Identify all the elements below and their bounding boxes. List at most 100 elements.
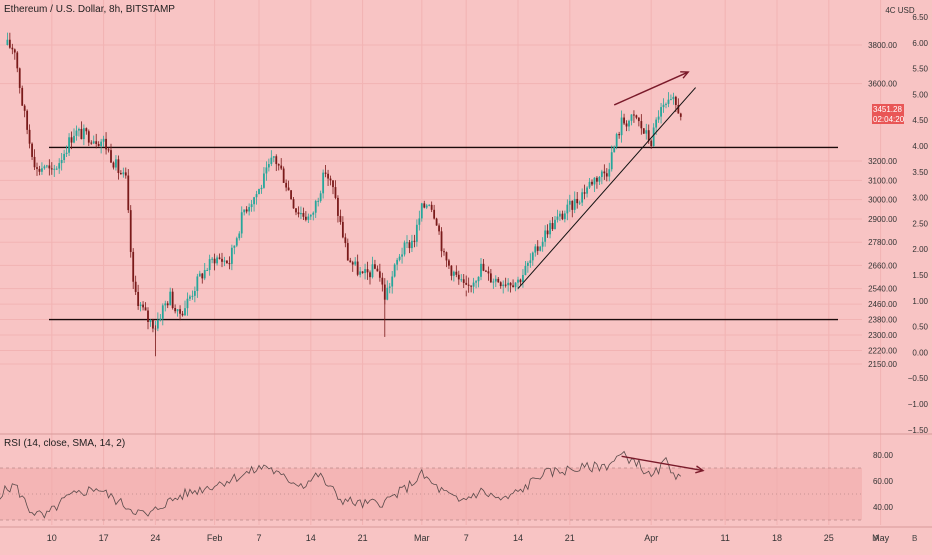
candle-body (475, 281, 477, 283)
candle-body (213, 258, 216, 264)
candle-body (610, 152, 613, 170)
candle-body (670, 99, 672, 101)
candle-body (191, 295, 194, 297)
candle-body (657, 116, 660, 120)
secondary-tick-label: 3.00 (912, 194, 928, 203)
candle-body (571, 200, 574, 210)
bar-countdown: 02:04:20 (873, 115, 905, 124)
candle-body (327, 173, 329, 179)
candle-body (492, 281, 495, 283)
candle-body (561, 213, 564, 220)
secondary-tick-label: 3.50 (912, 168, 928, 177)
candle-body (408, 242, 411, 249)
x-tick-label: Feb (207, 533, 223, 543)
candle-body (107, 149, 110, 151)
candle-body (615, 134, 618, 147)
candle-body (159, 318, 162, 321)
secondary-tick-label: −1.00 (908, 400, 929, 409)
candle-body (33, 156, 36, 168)
candle-body (428, 204, 431, 206)
candle-body (339, 215, 342, 222)
x-tick-label: 14 (306, 533, 316, 543)
x-tick-label: 18 (772, 533, 782, 543)
candle-body (18, 68, 21, 88)
candle-body (433, 209, 436, 219)
secondary-tick-label: 1.00 (912, 297, 928, 306)
candle-body (233, 245, 236, 248)
candle-body (176, 309, 179, 312)
candle-body (598, 176, 601, 182)
candle-body (267, 164, 270, 168)
candle-body (70, 137, 73, 143)
candle-body (102, 138, 105, 142)
candle-body (223, 260, 226, 262)
candle-body (482, 263, 485, 271)
candle-body (472, 282, 475, 287)
candle-body (645, 130, 648, 134)
auto-scale-button[interactable]: A (874, 534, 880, 543)
y-tick-label: 3100.00 (868, 176, 897, 185)
candle-body (166, 303, 169, 306)
candle-body (285, 182, 288, 188)
candle-body (68, 137, 70, 153)
candle-body (82, 128, 85, 140)
candle-body (179, 309, 181, 314)
candle-body (462, 279, 465, 283)
candle-body (332, 180, 334, 188)
candle-body (556, 216, 559, 220)
candle-body (413, 240, 416, 242)
candle-body (635, 115, 638, 118)
candle-body (378, 271, 381, 278)
candle-body (292, 199, 295, 209)
candle-body (514, 282, 517, 288)
candle-body (287, 187, 290, 191)
candle-body (591, 181, 593, 185)
candle-body (218, 257, 221, 259)
candle-body (8, 39, 11, 48)
candle-body (443, 251, 445, 253)
candle-body (122, 172, 125, 175)
candle-body (221, 258, 223, 262)
candle-body (487, 271, 490, 274)
x-tick-label: 17 (99, 533, 109, 543)
candle-body (87, 131, 90, 143)
candle-body (85, 128, 88, 132)
candle-body (391, 276, 394, 287)
rsi-tick-label: 80.00 (873, 451, 894, 460)
rsi-tick-label: 40.00 (873, 503, 894, 512)
candle-body (440, 231, 443, 252)
candle-body (470, 285, 473, 287)
candle-body (573, 198, 576, 210)
candle-body (147, 310, 149, 322)
candle-body (667, 99, 670, 104)
secondary-axis-title: 4C USD (885, 6, 915, 15)
secondary-tick-label: 4.00 (912, 142, 928, 151)
candle-body (38, 168, 41, 172)
candle-body (401, 254, 403, 257)
candle-body (517, 279, 519, 283)
candle-body (248, 207, 251, 212)
candle-body (625, 123, 628, 127)
candle-body (97, 143, 100, 147)
candle-body (507, 282, 510, 286)
candle-body (31, 143, 33, 157)
candle-body (243, 209, 246, 213)
candle-body (302, 213, 305, 217)
candle-body (445, 252, 448, 261)
horizontal-levels (49, 146, 838, 321)
candle-body (457, 274, 460, 280)
candle-body (228, 263, 231, 265)
candle-body (640, 121, 643, 129)
candle-body (411, 240, 413, 249)
candle-body (418, 218, 421, 225)
b-toggle-button[interactable]: B (912, 534, 918, 543)
candle-body (393, 264, 396, 277)
candle-body (608, 169, 611, 177)
candle-body (169, 291, 172, 306)
candle-body (337, 197, 339, 216)
candle-body (134, 281, 137, 292)
rsi-line (0, 450, 682, 519)
candle-body (623, 117, 625, 124)
